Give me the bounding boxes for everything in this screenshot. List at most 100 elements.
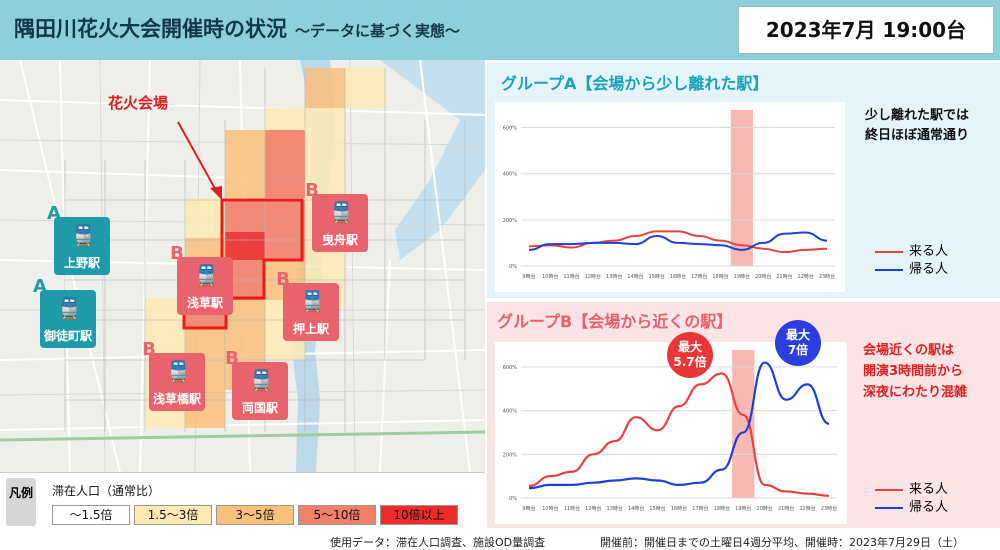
x-tick-label: 21時台 <box>778 505 794 512</box>
chart-a-box: 0% 200% 400% 600% 9時台 10時台 11時台 12時台 13時台 14時台 15時… <box>495 102 845 292</box>
station-asakusa[interactable]: B 🚆 浅草駅 <box>170 243 233 315</box>
x-tick-label: 9時台 <box>522 273 535 280</box>
series-line-return <box>528 361 830 490</box>
x-tick-label: 16時台 <box>671 505 687 512</box>
panel-a-note: 少し離れた駅では 終日ほぼ通常通り <box>865 106 969 146</box>
legend-chip-5: 10倍以上 <box>380 505 458 525</box>
x-tick-label: 10時台 <box>542 505 558 512</box>
chart-a: 0% 200% 400% 600% 9時台 10時台 11時台 12時台 13時台 14時台 15時… <box>503 110 835 280</box>
station-ueno[interactable]: A 🚆 上野駅 <box>47 203 110 275</box>
badge-return-line1: 最大 <box>785 328 810 342</box>
panel-a-note-line1: 少し離れた駅では <box>865 108 970 123</box>
x-tick-label: 23時台 <box>821 505 837 512</box>
station-name: 御徒町駅 <box>43 329 92 343</box>
legend-chip-1: ～1.5倍 <box>52 505 130 525</box>
legend-title: 滞在人口（通常比） <box>52 484 161 498</box>
chart-b: 0% 200% 400% 600% 9時台 10時台 11時台 12時台 13時台 14時台 15時… <box>503 350 837 512</box>
station-asakusabashi[interactable]: B 🚆 浅草橋駅 <box>142 339 205 411</box>
badge-come-line1: 最大 <box>677 340 702 354</box>
group-b-marker: B <box>225 348 239 369</box>
highlight-band <box>730 110 753 266</box>
map-legend: 凡例 滞在人口（通常比） ～1.5倍 1.5～3倍 3～5倍 5～10倍 10倍… <box>0 472 485 530</box>
station-hikifune[interactable]: B 🚆 曳舟駅 <box>305 180 368 252</box>
y-tick-label: 400% <box>503 409 518 415</box>
x-tick-label: 11時台 <box>564 505 580 512</box>
group-a-marker: A <box>47 203 61 224</box>
map-canvas <box>0 60 485 472</box>
badge-return-line2: 7倍 <box>787 343 809 357</box>
station-oshiage[interactable]: B 🚆 押上駅 <box>276 269 339 341</box>
train-icon: 🚆 <box>300 289 325 313</box>
series-line-come <box>528 230 828 254</box>
x-tick-label: 13時台 <box>606 273 622 280</box>
x-tick-label: 12時台 <box>585 505 601 512</box>
legend-come-label: 来る人 <box>909 244 949 259</box>
group-b-marker: B <box>276 269 290 290</box>
legend-return: 帰る人 <box>875 496 949 515</box>
legend-come: 来る人 <box>875 478 949 497</box>
panel-b-note-line3: 深夜にわたり混雑 <box>863 385 968 400</box>
x-tick-label: 17時台 <box>692 505 708 512</box>
train-icon: 🚆 <box>249 368 274 392</box>
x-tick-label: 13時台 <box>607 505 623 512</box>
legend-return-label: 帰る人 <box>909 500 949 515</box>
station-name: 浅草駅 <box>186 296 223 310</box>
badge-come-line2: 5.7倍 <box>673 355 707 369</box>
legend-chip-3: 3～5倍 <box>216 505 294 525</box>
highlight-band <box>732 350 755 498</box>
y-tick-label: 0% <box>509 496 517 502</box>
station-name: 曳舟駅 <box>321 233 358 247</box>
legend-chip-2: 1.5～3倍 <box>134 505 212 525</box>
panel-group-b: グループB【会場から近くの駅】 0% 200% 400% 600% 9時台 10時台 11時… <box>487 302 1000 528</box>
train-icon: 🚆 <box>329 200 354 224</box>
x-tick-label: 14時台 <box>628 505 644 512</box>
x-tick-label: 20時台 <box>755 273 771 280</box>
venue-label: 花火会場 <box>108 94 169 112</box>
station-name: 押上駅 <box>292 322 329 336</box>
train-icon: 🚆 <box>166 359 191 383</box>
y-tick-label: 200% <box>503 452 518 458</box>
chart-b-box: 0% 200% 400% 600% 9時台 10時台 11時台 12時台 13時台 14時台 15時… <box>495 342 847 524</box>
x-tick-label: 14時台 <box>627 273 643 280</box>
badge-return-max: 最大 7倍 <box>775 320 821 366</box>
train-icon: 🚆 <box>194 263 219 287</box>
station-name: 両国駅 <box>241 401 278 415</box>
x-tick-label: 18時台 <box>712 273 728 280</box>
y-tick-label: 200% <box>503 218 518 224</box>
group-a-marker: A <box>33 276 47 297</box>
page-subtitle: ～データに基づく実態～ <box>295 22 461 40</box>
station-ryogoku[interactable]: B 🚆 両国駅 <box>225 348 288 420</box>
legend-return-label: 帰る人 <box>909 262 949 277</box>
panel-group-a: グループA【会場から少し離れた駅】 0% 200% 400% 600% 9時台 10時台 1… <box>487 62 1000 298</box>
x-tick-label: 9時台 <box>522 505 535 512</box>
panel-b-title: グループB【会場から近くの駅】 <box>497 312 733 331</box>
page-title: 隅田川花火大会開催時の状況 ～データに基づく実態～ <box>14 13 460 43</box>
badge-come-max: 最大 5.7倍 <box>667 332 713 378</box>
x-tick-label: 22時台 <box>799 505 815 512</box>
train-icon: 🚆 <box>71 223 96 247</box>
footer-period: 開催前：開催日までの土曜日4週分平均、開催時：2023年7月29日（土） <box>600 536 964 549</box>
panel-b-note: 会場近くの駅は 開演3時間前から 深夜にわたり混雑 <box>863 340 967 403</box>
x-tick-label: 23時台 <box>819 273 835 280</box>
legend-come-label: 来る人 <box>909 482 949 497</box>
series-line-come <box>528 372 830 497</box>
legend-chip-4: 5～10倍 <box>298 505 376 525</box>
station-name: 上野駅 <box>63 256 100 270</box>
x-tick-label: 10時台 <box>542 273 558 280</box>
footer: 使用データ：滞在人口調査、施設OD量調査 開催前：開催日までの土曜日4週分平均、… <box>0 530 1000 550</box>
footer-source: 使用データ：滞在人口調査、施設OD量調査 <box>330 536 546 549</box>
y-tick-label: 600% <box>503 365 518 371</box>
legend-key: 凡例 <box>6 478 36 526</box>
y-tick-label: 600% <box>503 126 518 132</box>
group-b-marker: B <box>142 339 156 360</box>
station-name: 浅草橋駅 <box>152 392 201 406</box>
x-tick-label: 15時台 <box>649 273 665 280</box>
x-tick-label: 17時台 <box>691 273 707 280</box>
station-okachimachi[interactable]: A 🚆 御徒町駅 <box>33 276 96 348</box>
y-tick-label: 400% <box>503 172 518 178</box>
x-tick-label: 19時台 <box>734 273 750 280</box>
panel-a-title: グループA【会場から少し離れた駅】 <box>501 74 769 93</box>
group-b-marker: B <box>170 243 184 264</box>
x-tick-label: 20時台 <box>757 505 773 512</box>
series-line-return <box>528 231 828 251</box>
